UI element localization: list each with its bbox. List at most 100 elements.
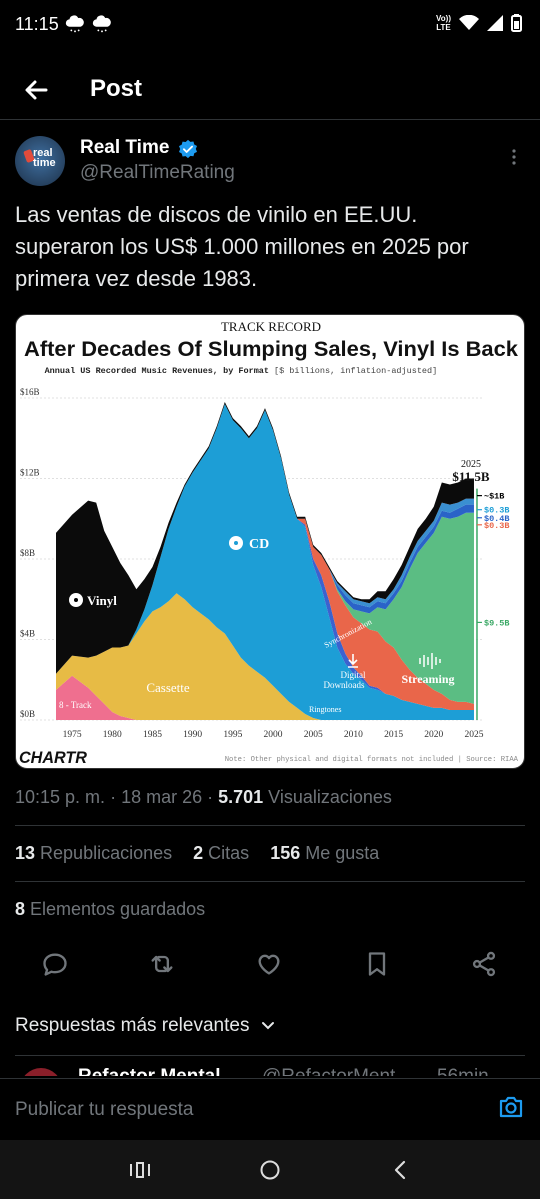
right-label: $0.3B <box>484 506 510 516</box>
area-vinyl <box>56 402 474 674</box>
weather-cloud-icon <box>65 15 84 33</box>
battery-icon <box>511 14 522 32</box>
divider <box>15 1055 525 1056</box>
label-cd: CD <box>249 537 269 552</box>
reply-author-handle: @RefactorMent <box>262 1066 395 1076</box>
verified-badge-icon <box>179 139 197 159</box>
area-cd <box>56 404 474 720</box>
chart-title: After Decades Of Slumping Sales, Vinyl I… <box>24 338 518 361</box>
share-icon[interactable] <box>470 950 498 978</box>
post-date: 18 mar 26 <box>121 787 203 807</box>
volte-label: Vo)) LTE <box>436 14 451 32</box>
recent-apps-icon[interactable] <box>128 1160 152 1180</box>
status-icons: Vo)) LTE <box>436 14 522 32</box>
status-bar: 11:15 Vo)) LTE <box>0 0 540 50</box>
views-count: 5.701 <box>218 787 264 807</box>
area-8-track <box>56 675 474 720</box>
chart-subtitle: Annual US Recorded Music Revenues, by Fo… <box>45 366 269 376</box>
replies-sort-dropdown[interactable]: Respuestas más relevantes <box>15 1015 275 1037</box>
reply-avatar <box>20 1068 62 1076</box>
camera-icon[interactable] <box>498 1095 524 1119</box>
back-arrow-icon[interactable] <box>20 74 52 106</box>
chart-brand: CHARTR <box>19 748 88 767</box>
reply-icon[interactable] <box>41 950 69 978</box>
y-tick-label: $8B <box>20 548 35 558</box>
views-label: Visualizaciones <box>268 787 392 807</box>
author-handle[interactable]: @RealTimeRating <box>80 162 235 183</box>
reply-preview[interactable]: Refactor Mental @RefactorMent 56min <box>15 1062 525 1076</box>
x-tick-label: 2025 <box>464 730 483 740</box>
x-tick-label: 1985 <box>143 730 162 740</box>
replies-heading: Respuestas más relevantes <box>15 1015 250 1036</box>
y-tick-label: $12B <box>20 468 40 478</box>
x-tick-label: 1995 <box>223 730 242 740</box>
saves-stat[interactable]: 8 Elementos guardados <box>15 899 205 920</box>
cd-disc-center <box>234 541 238 545</box>
reposts-stat[interactable]: 13 Republicaciones <box>15 843 172 863</box>
label-ringtones: Ringtones <box>309 705 341 714</box>
right-label: $9.5B <box>484 618 510 628</box>
y-tick-label: $0B <box>20 709 35 719</box>
chart-svg: TRACK RECORD After Decades Of Slumping S… <box>19 319 519 767</box>
tweet-text: Las ventas de discos de vinilo en EE.UU.… <box>15 202 469 291</box>
chevron-down-icon <box>261 1022 274 1030</box>
reply-input[interactable]: Publicar tu respuesta <box>15 1099 194 1120</box>
area-cassette <box>56 593 474 720</box>
waveform-icon <box>419 653 441 669</box>
label-digital-2: Downloads <box>324 680 365 690</box>
right-label: $0.3B <box>484 521 510 531</box>
system-nav-bar <box>0 1140 540 1199</box>
area-digital-downloads <box>56 404 474 710</box>
label-streaming: Streaming <box>401 672 454 686</box>
avatar-logo-text: real time <box>33 147 56 169</box>
page-title: Post <box>90 75 143 102</box>
label-cassette: Cassette <box>146 680 190 695</box>
likes-label: Me gusta <box>305 843 380 863</box>
x-tick-label: 2015 <box>384 730 403 740</box>
avatar-text-bottom: time <box>33 157 56 169</box>
like-heart-icon[interactable] <box>255 950 283 978</box>
quotes-label: Citas <box>208 843 250 863</box>
author-name[interactable]: Real Time <box>80 137 170 158</box>
likes-count: 156 <box>270 843 301 863</box>
area-other <box>56 404 474 674</box>
divider <box>15 825 525 826</box>
likes-stat[interactable]: 156 Me gusta <box>270 843 379 863</box>
saves-count: 8 <box>15 899 26 919</box>
x-tick-label: 1975 <box>63 730 82 740</box>
x-tick-label: 2000 <box>264 730 283 740</box>
top-app-bar: Post <box>0 60 540 120</box>
x-tick-label: 2010 <box>344 730 363 740</box>
label-digital-1: Digital <box>341 670 366 680</box>
download-icon <box>348 654 358 668</box>
quotes-stat[interactable]: 2 Citas <box>193 843 249 863</box>
annotation-year: 2025 <box>461 459 481 470</box>
vinyl-disc-center <box>74 598 78 602</box>
reposts-count: 13 <box>15 843 36 863</box>
post-meta: 10:15 p. m. · 18 mar 26 · 5.701 Visualiz… <box>15 787 392 807</box>
x-tick-label: 2020 <box>424 730 443 740</box>
quotes-count: 2 <box>193 843 204 863</box>
chart-note: Note: Other physical and digital formats… <box>225 756 519 764</box>
action-bar <box>0 950 540 984</box>
y-tick-label: $16B <box>20 387 40 397</box>
engagement-stats: 13 Republicaciones 2 Citas 156 Me gusta <box>15 843 395 864</box>
chart-image[interactable]: TRACK RECORD After Decades Of Slumping S… <box>15 314 525 769</box>
reply-time: 56min <box>437 1066 489 1076</box>
saves-label: Elementos guardados <box>30 899 206 919</box>
avatar[interactable]: real time <box>15 136 65 186</box>
avatar-text-top: real <box>33 147 53 159</box>
system-back-icon[interactable] <box>390 1159 410 1181</box>
volte-top: Vo)) <box>436 14 451 23</box>
right-label: ~$1B <box>484 492 504 502</box>
y-tick-label: $4B <box>20 629 35 639</box>
reply-compose-bar[interactable]: Publicar tu respuesta <box>0 1078 540 1140</box>
repost-icon[interactable] <box>148 950 176 978</box>
status-time: 11:15 <box>15 14 59 34</box>
volte-bottom: LTE <box>436 23 451 32</box>
label-8-track: 8 - Track <box>59 700 92 710</box>
home-icon[interactable] <box>258 1158 282 1182</box>
more-options-icon[interactable] <box>507 148 521 166</box>
bookmark-icon[interactable] <box>363 950 391 978</box>
x-tick-label: 1980 <box>103 730 122 740</box>
